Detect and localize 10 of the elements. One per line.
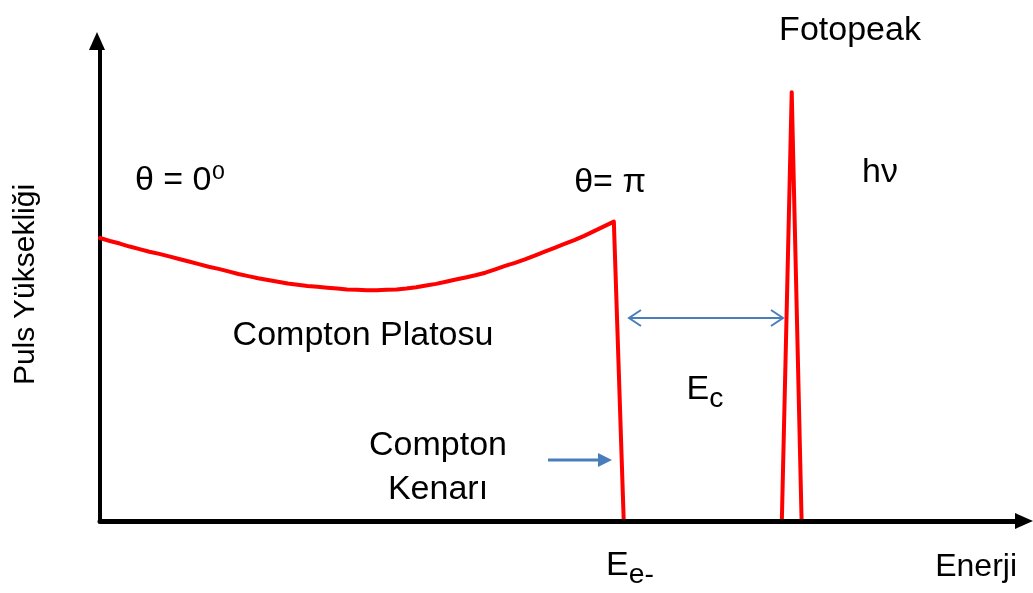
annotation: Compton Kenarı	[368, 423, 508, 508]
annotation: θ = 0⁰	[134, 158, 226, 199]
annotation: Compton Platosu	[232, 313, 494, 354]
annotation: hν	[862, 150, 898, 191]
annotation: E$_{c}$	[686, 367, 724, 415]
text: Fotopeak	[779, 8, 921, 49]
annotation: θ= π	[574, 160, 646, 201]
y-axis-title: Puls Yüksekliği	[6, 183, 40, 386]
text: E$_{e-}$	[606, 543, 654, 591]
x-axis-title: Enerji	[935, 547, 1017, 583]
